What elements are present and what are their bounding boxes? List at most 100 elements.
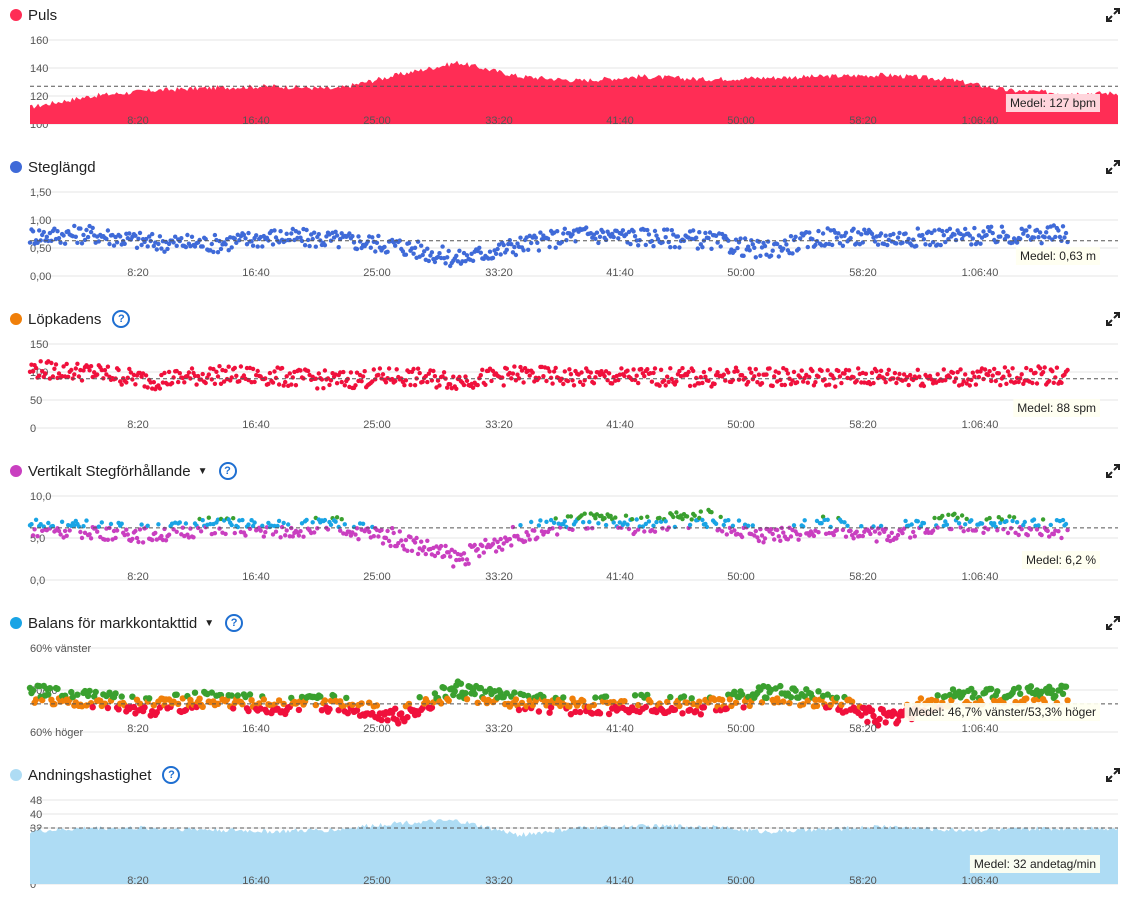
data-point	[934, 692, 941, 699]
data-point	[136, 539, 141, 545]
data-point	[124, 380, 129, 385]
data-point	[194, 382, 199, 387]
data-point	[432, 553, 438, 559]
data-point	[819, 368, 824, 373]
data-point	[713, 233, 719, 238]
data-point	[958, 525, 963, 530]
data-point	[334, 233, 340, 238]
data-point	[736, 377, 742, 382]
data-point	[776, 370, 781, 375]
data-point	[275, 697, 283, 704]
expand-icon[interactable]	[1106, 616, 1120, 630]
help-icon[interactable]: ?	[162, 766, 181, 784]
data-point	[278, 535, 283, 540]
expand-icon[interactable]	[1106, 768, 1120, 782]
data-point	[290, 534, 295, 539]
data-point	[112, 690, 119, 697]
data-point	[1036, 235, 1041, 240]
y-tick-label: 120	[30, 91, 48, 103]
chart-svg: 1,50 1,00 0,50 0,00 8:20 16:40 25:00 33:20 41:40…	[27, 187, 1118, 283]
data-point	[45, 691, 52, 698]
data-point	[625, 522, 630, 527]
data-point	[1056, 228, 1061, 233]
caret-down-icon[interactable]: ▼	[197, 465, 208, 477]
data-point	[493, 251, 499, 256]
data-point	[258, 528, 263, 533]
data-point	[1059, 535, 1064, 541]
data-point	[72, 372, 77, 377]
data-point	[989, 378, 994, 384]
x-tick-label: 1:06:40	[962, 571, 999, 583]
data-point	[119, 382, 124, 387]
data-point	[732, 699, 740, 706]
data-point	[753, 528, 758, 534]
data-point	[680, 516, 685, 522]
data-point	[921, 383, 927, 389]
data-point	[535, 240, 540, 245]
data-point	[733, 365, 739, 370]
data-point	[353, 383, 358, 388]
data-point	[212, 232, 218, 238]
data-point	[631, 367, 636, 372]
data-point	[788, 534, 794, 539]
data-point	[820, 231, 826, 236]
data-point	[955, 515, 960, 520]
help-icon[interactable]: ?	[225, 614, 244, 632]
data-point	[1051, 223, 1057, 228]
data-point	[770, 383, 775, 389]
data-point	[546, 709, 553, 716]
data-point	[113, 535, 118, 541]
caret-down-icon[interactable]: ▼	[204, 617, 215, 629]
data-point	[1031, 517, 1037, 522]
data-point	[420, 548, 425, 553]
data-point	[30, 533, 36, 538]
data-point	[522, 366, 528, 371]
data-point	[90, 225, 95, 231]
data-point	[72, 223, 77, 229]
help-icon[interactable]: ?	[112, 310, 131, 328]
expand-icon[interactable]	[1106, 312, 1120, 326]
data-point	[480, 367, 485, 372]
data-point	[1060, 517, 1066, 523]
data-point	[272, 228, 277, 233]
data-point	[165, 246, 170, 252]
x-tick-label: 33:20	[485, 723, 513, 735]
data-point	[461, 551, 467, 556]
data-point	[869, 231, 875, 236]
data-point	[990, 373, 995, 378]
data-point	[206, 372, 211, 377]
expand-icon[interactable]	[1106, 464, 1120, 478]
data-point	[406, 240, 412, 246]
data-point	[1004, 381, 1009, 386]
data-point	[834, 528, 839, 533]
data-point	[602, 516, 607, 521]
data-point	[802, 518, 807, 523]
data-point	[547, 704, 555, 711]
data-point	[1016, 532, 1021, 538]
data-point	[419, 243, 424, 248]
data-point	[481, 550, 486, 555]
expand-icon[interactable]	[1106, 160, 1120, 174]
data-point	[657, 515, 662, 521]
data-point	[146, 695, 153, 702]
data-point	[127, 366, 132, 372]
data-point	[30, 229, 36, 234]
data-point	[425, 379, 430, 385]
help-icon[interactable]: ?	[218, 462, 237, 480]
data-point	[289, 382, 294, 387]
data-point	[981, 530, 986, 535]
data-point	[834, 235, 839, 240]
expand-icon[interactable]	[1106, 8, 1120, 22]
data-point	[411, 366, 416, 372]
data-point	[393, 378, 398, 384]
chart-title-label: Löpkadens	[28, 310, 102, 328]
data-point	[79, 241, 85, 246]
data-point	[301, 534, 306, 539]
data-point	[273, 375, 279, 381]
data-point	[956, 521, 962, 526]
data-point	[675, 234, 681, 239]
data-point	[580, 697, 587, 705]
x-tick-label: 25:00	[363, 571, 391, 583]
data-point	[706, 235, 711, 241]
data-point	[561, 231, 566, 236]
